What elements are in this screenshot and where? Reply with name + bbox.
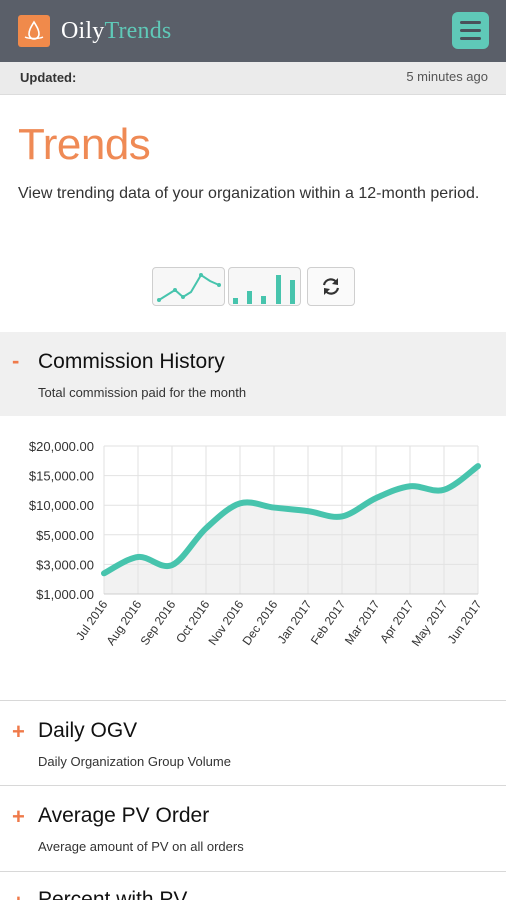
section-commission-history[interactable]: - Commission History Total commission pa… xyxy=(0,332,506,416)
top-bar: OilyTrends xyxy=(0,0,506,62)
y-tick-label: $3,000.00 xyxy=(36,557,94,572)
expand-icon[interactable]: + xyxy=(12,804,25,829)
divider xyxy=(0,785,506,786)
updated-bar: Updated: 5 minutes ago xyxy=(0,62,506,95)
brand-name[interactable]: OilyTrends xyxy=(61,16,171,46)
section-title: Daily OGV xyxy=(38,719,138,742)
refresh-icon xyxy=(322,278,340,295)
x-tick-label: Sep 2016 xyxy=(138,597,179,647)
section-title: Commission History xyxy=(38,350,225,373)
x-tick-label: Dec 2016 xyxy=(240,597,281,647)
brand-part2: Trends xyxy=(104,18,172,44)
series-line xyxy=(101,463,481,577)
x-tick-label: Jun 2017 xyxy=(445,597,485,646)
y-tick-label: $10,000.00 xyxy=(29,498,94,513)
line-chart-icon xyxy=(157,273,221,302)
menu-line xyxy=(460,37,481,40)
updated-label: Updated: xyxy=(20,70,77,85)
expand-icon[interactable]: + xyxy=(12,890,25,900)
divider xyxy=(0,700,506,701)
menu-line xyxy=(460,29,481,32)
bar-chart-icon xyxy=(233,275,295,304)
brand-part1: Oily xyxy=(61,18,105,44)
y-tick-label: $5,000.00 xyxy=(36,528,94,543)
commission-chart: $20,000.00 $15,000.00 $10,000.00 $5,000.00 $… xyxy=(29,439,485,649)
hamburger-menu-button[interactable] xyxy=(452,12,489,49)
section-subtitle: Total commission paid for the month xyxy=(38,385,247,400)
divider xyxy=(0,871,506,872)
refresh-button[interactable] xyxy=(307,267,355,306)
expand-icon[interactable]: + xyxy=(12,719,25,744)
section-percent-with-pv[interactable]: + Percent with PV xyxy=(0,872,506,900)
page-title: Trends xyxy=(18,120,151,169)
menu-line xyxy=(460,21,481,24)
section-subtitle: Daily Organization Group Volume xyxy=(38,754,231,769)
y-tick-label: $1,000.00 xyxy=(36,587,94,602)
x-tick-label: Mar 2017 xyxy=(342,597,383,647)
collapse-icon[interactable]: - xyxy=(12,348,20,373)
y-tick-label: $15,000.00 xyxy=(29,469,94,484)
section-title: Percent with PV xyxy=(38,888,188,900)
section-average-pv-order[interactable]: + Average PV Order Average amount of PV … xyxy=(0,786,506,870)
updated-value: 5 minutes ago xyxy=(406,69,488,84)
section-title: Average PV Order xyxy=(38,804,210,827)
section-subtitle: Average amount of PV on all orders xyxy=(38,839,244,854)
page-description: View trending data of your organization … xyxy=(18,185,480,202)
bar-chart-toggle[interactable] xyxy=(228,267,301,306)
line-chart-toggle[interactable] xyxy=(152,267,225,306)
y-tick-label: $20,000.00 xyxy=(29,439,94,454)
section-daily-ogv[interactable]: + Daily OGV Daily Organization Group Vol… xyxy=(0,701,506,785)
logo-icon[interactable] xyxy=(18,15,50,47)
area-fill xyxy=(104,466,478,594)
